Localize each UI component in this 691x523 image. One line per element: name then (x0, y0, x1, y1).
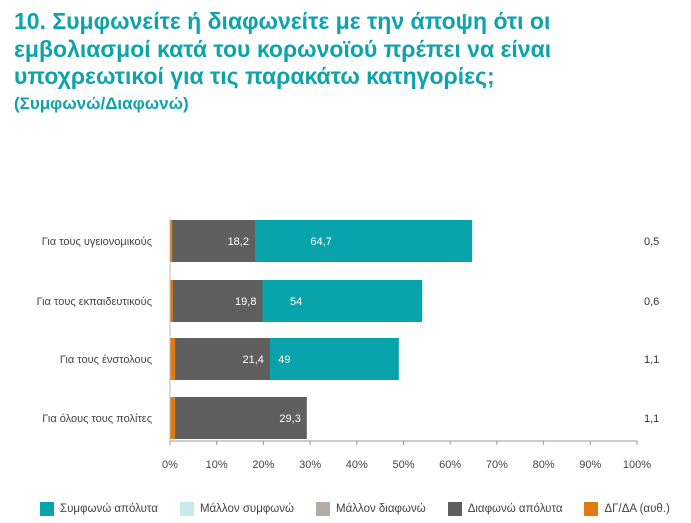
x-tick-label: 90% (579, 459, 601, 471)
x-tick-label: 30% (299, 459, 321, 471)
chart-legend: Συμφωνώ απόλυτα Μάλλον συμφωνώ Μάλλον διαφ… (40, 500, 690, 518)
bar-segment (170, 220, 255, 262)
bar-segment (170, 280, 173, 322)
legend-swatch (316, 502, 331, 516)
title-block: 10. Συμφωνείτε ή διαφωνείτε με την άποψη… (14, 8, 684, 115)
bar-segment (170, 397, 307, 439)
legend-item: ΔΓ/ΔΑ (αυθ.) (584, 502, 670, 516)
legend-swatch (584, 502, 599, 516)
bar-segment (170, 280, 263, 322)
data-label: 64,7 (310, 236, 331, 248)
legend-label: Μάλλον διαφωνώ (336, 503, 426, 515)
bar-segment (170, 338, 270, 380)
legend-swatch (179, 502, 194, 516)
category-label: Για τους ένστολους (60, 354, 152, 366)
data-label: 1,1 (644, 413, 659, 425)
x-tick-label: 100% (623, 459, 651, 471)
legend-label: Συμφωνώ απόλυτα (60, 503, 158, 515)
category-label: Για τους υγειονομικούς (42, 236, 152, 248)
bar-segment (170, 338, 176, 380)
data-label: 54 (290, 296, 302, 308)
chart-subtitle: (Συμφωνώ/Διαφωνώ) (14, 93, 189, 113)
legend-item: Μάλλον συμφωνώ (179, 502, 295, 516)
data-label: 21,4 (243, 354, 264, 366)
chart-title: 10. Συμφωνείτε ή διαφωνείτε με την άποψη… (14, 8, 552, 89)
legend-item: Μάλλον διαφωνώ (316, 502, 426, 516)
x-tick-label: 20% (252, 459, 274, 471)
x-tick-label: 70% (486, 459, 508, 471)
category-label: Για όλους τους πολίτες (42, 413, 152, 425)
data-label: 49 (278, 354, 290, 366)
legend-swatch (447, 502, 462, 516)
category-label: Για τους εκπαιδευτικούς (37, 296, 152, 308)
x-tick-label: 50% (392, 459, 414, 471)
data-label: 0,6 (644, 296, 659, 308)
data-label: 1,1 (644, 354, 659, 366)
x-tick-label: 60% (439, 459, 461, 471)
data-label: 0,5 (644, 236, 659, 248)
legend-item: Συμφωνώ απόλυτα (40, 502, 158, 516)
data-label: 18,2 (228, 236, 249, 248)
bar-segment (170, 397, 176, 439)
legend-swatch (40, 502, 54, 516)
legend-label: Διαφωνώ απόλυτα (467, 503, 563, 515)
bar-segment (170, 220, 173, 262)
x-tick-label: 80% (533, 459, 555, 471)
x-tick-label: 40% (346, 459, 368, 471)
legend-item: Διαφωνώ απόλυτα (447, 502, 563, 516)
x-tick-label: 10% (206, 459, 228, 471)
legend-label: Μάλλον συμφωνώ (199, 503, 295, 515)
data-label: 19,8 (235, 296, 256, 308)
data-label: 29,3 (279, 413, 300, 425)
legend-label: ΔΓ/ΔΑ (αυθ.) (604, 503, 670, 515)
x-tick-label: 0% (162, 459, 178, 471)
